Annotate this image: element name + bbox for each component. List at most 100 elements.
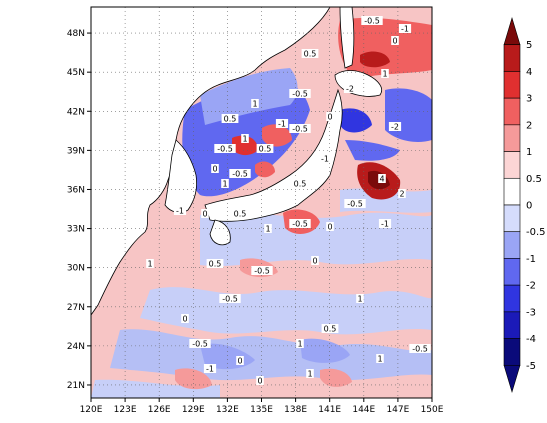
contour-label: -2 bbox=[346, 85, 354, 94]
contour-label: 2 bbox=[399, 190, 404, 199]
land-korea bbox=[164, 139, 197, 213]
colorbar-label: 4 bbox=[526, 67, 532, 78]
colorbar-label: -2 bbox=[526, 281, 536, 292]
contour-label: -1 bbox=[401, 25, 409, 34]
colorbar-segment bbox=[503, 97, 521, 126]
contour-label: 1 bbox=[265, 225, 270, 234]
colorbar: 5 4 3 2 1 0.5 0 -0.5 -1 -2 -3 -4 -5 bbox=[503, 16, 546, 394]
contour-label-box bbox=[376, 354, 384, 363]
contour-label-box bbox=[311, 256, 319, 265]
contour-label-box bbox=[231, 209, 249, 218]
colorbar-max-triangle bbox=[503, 16, 521, 46]
contour-label: 0 bbox=[182, 315, 187, 324]
contour-label-box bbox=[343, 84, 357, 93]
colorbar-segment bbox=[503, 338, 521, 366]
lat-tick-label: 42N bbox=[67, 107, 85, 117]
lat-tick-label: 27N bbox=[67, 303, 85, 313]
contour-label: 1 bbox=[222, 180, 227, 189]
contour-label: 1 bbox=[377, 355, 382, 364]
contour-label: 0 bbox=[392, 37, 397, 46]
contour-label-box bbox=[181, 314, 189, 323]
lat-tick-label: 45N bbox=[67, 68, 85, 78]
contour-label-box bbox=[398, 24, 412, 33]
contour-label: 0.5 bbox=[224, 115, 237, 124]
contour-label: -2 bbox=[391, 123, 399, 132]
contour-label-box bbox=[264, 224, 272, 233]
contour-label-box bbox=[221, 179, 229, 188]
lon-tick-label: 144E bbox=[352, 405, 375, 415]
colorbar-segment bbox=[503, 44, 521, 72]
anomaly-region bbox=[385, 88, 432, 142]
colorbar-segment bbox=[503, 231, 521, 259]
anomaly-region bbox=[300, 338, 350, 363]
contour-label: 0 bbox=[257, 377, 262, 386]
contour-label: 1 bbox=[242, 135, 247, 144]
colorbar-label: 3 bbox=[526, 94, 532, 105]
contour-label: 0.5 bbox=[259, 145, 272, 154]
contour-label: -0.5 bbox=[347, 200, 363, 209]
contour-label: 0.5 bbox=[304, 50, 317, 59]
contour-label: 0.5 bbox=[234, 210, 247, 219]
contour-label-box bbox=[356, 294, 364, 303]
contour-label: -1 bbox=[381, 220, 389, 229]
contour-label: -0.5 bbox=[364, 17, 380, 26]
lat-tick-label: 21N bbox=[67, 381, 85, 391]
contour-label: 1 bbox=[307, 370, 312, 379]
contour-label: 1 bbox=[357, 295, 362, 304]
anomaly-region bbox=[320, 368, 352, 387]
colorbar-segment bbox=[503, 311, 521, 339]
lon-tick-label: 135E bbox=[250, 405, 273, 415]
contour-label-box bbox=[275, 119, 289, 128]
contour-label: -0.5 bbox=[232, 170, 248, 179]
contour-label-box bbox=[381, 69, 389, 78]
contour-label-box bbox=[301, 49, 319, 58]
anomaly-region bbox=[91, 379, 220, 398]
colorbar-label: 0.5 bbox=[526, 174, 542, 185]
contour-label-box bbox=[321, 324, 339, 333]
anomaly-region bbox=[360, 51, 390, 68]
lon-tick-label: 138E bbox=[284, 405, 307, 415]
colorbar-label: -3 bbox=[526, 307, 536, 318]
contour-label-box bbox=[173, 206, 187, 215]
contour-label: -0.5 bbox=[192, 340, 208, 349]
lon-tick-label: 132E bbox=[216, 405, 239, 415]
contour-label: 0 bbox=[237, 357, 242, 366]
colorbar-label: 1 bbox=[526, 147, 532, 158]
contour-label-box bbox=[318, 154, 332, 163]
colorbar-label: -1 bbox=[526, 254, 536, 265]
colorbar-label: 5 bbox=[526, 40, 532, 51]
contour-label-box bbox=[289, 124, 311, 133]
contour-label-box bbox=[409, 344, 431, 353]
contour-label-box bbox=[214, 144, 236, 153]
contour-label: -0.5 bbox=[217, 145, 233, 154]
contour-label-box bbox=[388, 122, 402, 131]
contour-label-box bbox=[306, 369, 314, 378]
contour-label-box bbox=[256, 376, 264, 385]
lat-tick-label: 39N bbox=[67, 146, 85, 156]
lat-tick-label: 33N bbox=[67, 225, 85, 235]
contour-label: -1 bbox=[321, 155, 329, 164]
contour-label-box bbox=[289, 89, 311, 98]
contour-label: -1 bbox=[278, 120, 286, 129]
contour-label: 0.5 bbox=[324, 325, 337, 334]
contour-label: 0 bbox=[202, 210, 207, 219]
anomaly-region bbox=[175, 368, 212, 390]
contour-label: -0.5 bbox=[254, 267, 270, 276]
contour-label: 0 bbox=[212, 165, 217, 174]
contour-label-box bbox=[219, 294, 241, 303]
colorbar-segment bbox=[503, 124, 521, 152]
contour-label: 0.5 bbox=[294, 180, 307, 189]
lon-tick-label: 150E bbox=[421, 405, 444, 415]
contour-label-box bbox=[378, 174, 386, 183]
contour-label-box bbox=[326, 112, 334, 121]
latitude-axis: 48N 45N 42N 39N 36N 33N 30N 27N 24N 21N bbox=[67, 29, 91, 391]
contour-label: 1 bbox=[297, 340, 302, 349]
colorbar-label: 0 bbox=[526, 201, 532, 212]
anomaly-region bbox=[262, 124, 292, 147]
contour-label-box bbox=[203, 364, 217, 373]
contour-label-box bbox=[189, 339, 211, 348]
contour-label-box bbox=[296, 339, 304, 348]
lon-tick-label: 141E bbox=[318, 405, 341, 415]
contour-label-box bbox=[291, 179, 309, 188]
contour-label-box bbox=[201, 209, 209, 218]
